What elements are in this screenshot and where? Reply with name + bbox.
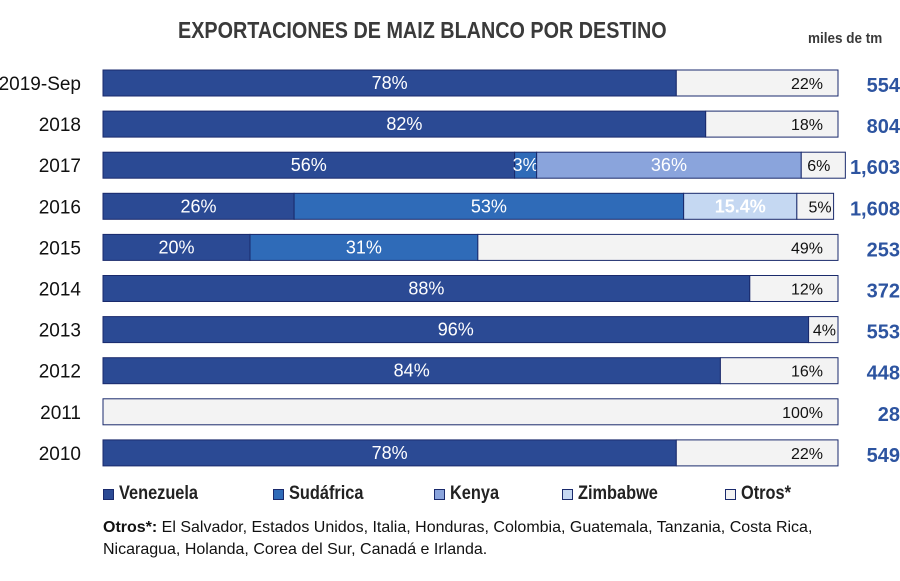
legend-item-sudafrica: Sudáfrica bbox=[273, 483, 376, 505]
category-label-2013: 2013 bbox=[39, 321, 81, 342]
bar-label-otros-2015: 49% bbox=[791, 240, 823, 257]
category-label-2014: 2014 bbox=[39, 280, 82, 301]
bar-otros-2016 bbox=[796, 192, 835, 220]
legend-item-venezuela: Venezuela bbox=[103, 483, 211, 505]
bar-label-otros-2012: 16% bbox=[791, 364, 823, 381]
bar-label-otros-2017: 6% bbox=[807, 158, 830, 175]
legend: Venezuela Sudáfrica Kenya Zimbabwe Otros… bbox=[0, 483, 900, 505]
bar-otros-2013 bbox=[808, 316, 839, 344]
total-label-2010: 549 bbox=[867, 445, 900, 467]
bar-label-venezuela-2019-sep: 78% bbox=[372, 73, 408, 93]
bar-label-sudafrica-2015: 31% bbox=[346, 237, 382, 257]
legend-item-zimbabwe: Zimbabwe bbox=[562, 483, 671, 505]
legend-swatch-venezuela bbox=[103, 488, 114, 500]
bar-venezuela-2017 bbox=[102, 151, 516, 179]
bar-label-kenya-2017: 36% bbox=[651, 155, 687, 175]
bar-label-otros-2014: 12% bbox=[791, 282, 823, 299]
total-label-2011: 28 bbox=[878, 404, 900, 426]
bar-otros-2017 bbox=[800, 151, 846, 179]
bar-label-venezuela-2014: 88% bbox=[408, 279, 444, 299]
bar-otros-2011 bbox=[102, 398, 839, 426]
bar-label-otros-2013: 4% bbox=[813, 323, 836, 340]
legend-label-kenya: Kenya bbox=[450, 483, 500, 504]
bar-venezuela-2014 bbox=[102, 275, 751, 302]
total-label-2015: 253 bbox=[867, 239, 900, 261]
total-label-2012: 448 bbox=[867, 363, 900, 385]
category-label-2010: 2010 bbox=[39, 444, 81, 465]
footnote-text: El Salvador, Estados Unidos, Italia, Hon… bbox=[103, 519, 813, 558]
bar-otros-2012 bbox=[719, 357, 839, 385]
footnote-label: Otros*: bbox=[103, 519, 158, 536]
bar-label-otros-2019-sep: 22% bbox=[791, 76, 823, 93]
bar-venezuela-2018 bbox=[102, 110, 707, 138]
bar-otros-2018 bbox=[705, 110, 839, 138]
category-label-2017: 2017 bbox=[39, 156, 81, 177]
legend-label-sudafrica: Sudáfrica bbox=[289, 483, 364, 504]
total-label-2013: 553 bbox=[867, 322, 900, 344]
total-label-2018: 804 bbox=[867, 116, 900, 138]
bar-venezuela-2016 bbox=[102, 192, 295, 220]
category-label-2016: 2016 bbox=[39, 197, 81, 218]
category-label-2011: 2011 bbox=[40, 403, 81, 424]
footnote: Otros*: El Salvador, Estados Unidos, Ita… bbox=[103, 517, 893, 561]
legend-swatch-zimbabwe bbox=[562, 488, 573, 500]
legend-label-venezuela: Venezuela bbox=[119, 483, 199, 504]
total-label-2016: 1,608 bbox=[850, 198, 900, 220]
bar-venezuela-2015 bbox=[102, 233, 251, 261]
bar-label-otros-2018: 18% bbox=[791, 117, 823, 134]
bar-label-otros-2010: 22% bbox=[791, 446, 823, 463]
bar-label-venezuela-2018: 82% bbox=[386, 114, 422, 134]
category-label-2018: 2018 bbox=[39, 115, 81, 136]
bar-otros-2015 bbox=[477, 233, 839, 261]
bar-label-sudafrica-2017: 3% bbox=[513, 155, 539, 175]
legend-swatch-otros bbox=[725, 488, 736, 500]
legend-label-otros: Otros* bbox=[741, 483, 791, 504]
bar-otros-2010 bbox=[675, 439, 839, 467]
bar-venezuela-2012 bbox=[102, 357, 721, 385]
bar-label-venezuela-2015: 20% bbox=[158, 237, 194, 257]
legend-label-zimbabwe: Zimbabwe bbox=[578, 483, 658, 504]
legend-swatch-kenya bbox=[434, 488, 445, 500]
category-label-2015: 2015 bbox=[39, 238, 81, 259]
bar-label-otros-2011: 100% bbox=[782, 405, 823, 422]
bar-label-otros-2016: 5% bbox=[808, 199, 831, 216]
bar-label-sudafrica-2016: 53% bbox=[471, 196, 507, 216]
chart-title: EXPORTACIONES DE MAIZ BLANCO POR DESTINO bbox=[178, 17, 667, 43]
bar-otros-2014 bbox=[749, 275, 839, 302]
bar-label-venezuela-2013: 96% bbox=[438, 320, 474, 340]
category-label-2019-sep: 2019-Sep bbox=[0, 74, 81, 95]
total-label-2019-sep: 554 bbox=[867, 75, 900, 97]
total-label-2014: 372 bbox=[867, 281, 900, 303]
legend-swatch-sudafrica bbox=[273, 488, 284, 500]
bar-zimbabwe-2016 bbox=[683, 192, 798, 220]
bar-label-venezuela-2010: 78% bbox=[372, 443, 408, 463]
bar-kenya-2017 bbox=[536, 151, 802, 179]
bar-venezuela-2019-sep bbox=[102, 69, 677, 97]
total-label-2017: 1,603 bbox=[850, 157, 900, 179]
category-label-2012: 2012 bbox=[39, 362, 81, 383]
bar-venezuela-2013 bbox=[102, 316, 810, 344]
stacked-bar-chart: 2019-Sep 78% 22% 554 2018 82% 18% 804 2017 56% 3% 3… bbox=[0, 69, 900, 467]
bar-otros-2019-sep bbox=[675, 69, 839, 97]
legend-item-kenya: Kenya bbox=[434, 483, 507, 505]
bar-label-venezuela-2012: 84% bbox=[394, 361, 430, 381]
legend-item-otros: Otros* bbox=[725, 483, 799, 505]
bar-label-venezuela-2016: 26% bbox=[181, 196, 217, 216]
bar-label-venezuela-2017: 56% bbox=[291, 155, 327, 175]
bar-label-zimbabwe-2016: 15.4% bbox=[715, 196, 766, 216]
unit-label: miles de tm bbox=[808, 30, 883, 47]
